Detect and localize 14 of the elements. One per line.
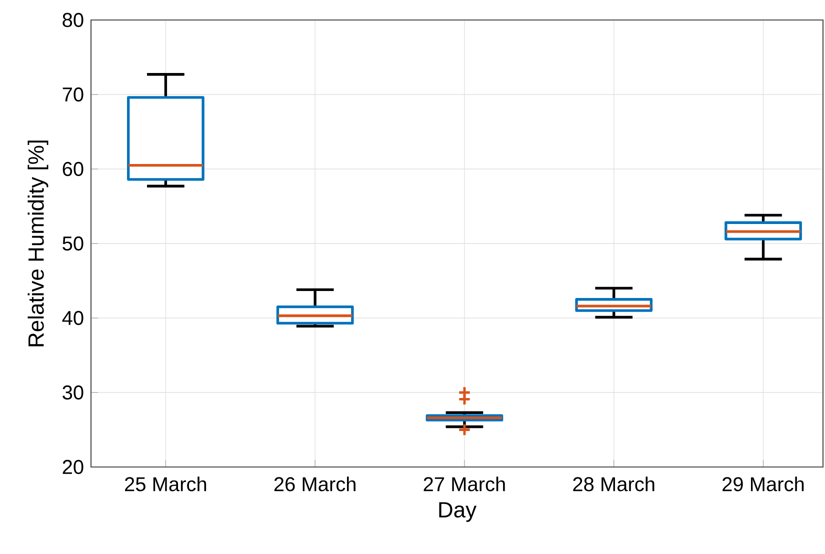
- y-tick-label: 80: [62, 12, 84, 28]
- y-axis-title: Relative Humidity [%]: [28, 140, 48, 346]
- x-tick-label: 27 March: [424, 476, 505, 492]
- x-tick-label: 28 March: [573, 476, 654, 492]
- x-tick-label: 29 March: [722, 476, 804, 492]
- y-tick-label: 50: [62, 236, 84, 251]
- x-axis-title: Day: [439, 502, 477, 522]
- y-tick-label: 30: [62, 385, 84, 400]
- y-tick-label: 60: [62, 162, 84, 176]
- x-tick-label: 25 March: [125, 476, 206, 492]
- x-tick-label: 26 March: [274, 476, 356, 492]
- y-tick-label: 40: [62, 310, 84, 326]
- y-tick-label: 20: [62, 460, 84, 474]
- y-tick-label: 70: [62, 87, 84, 102]
